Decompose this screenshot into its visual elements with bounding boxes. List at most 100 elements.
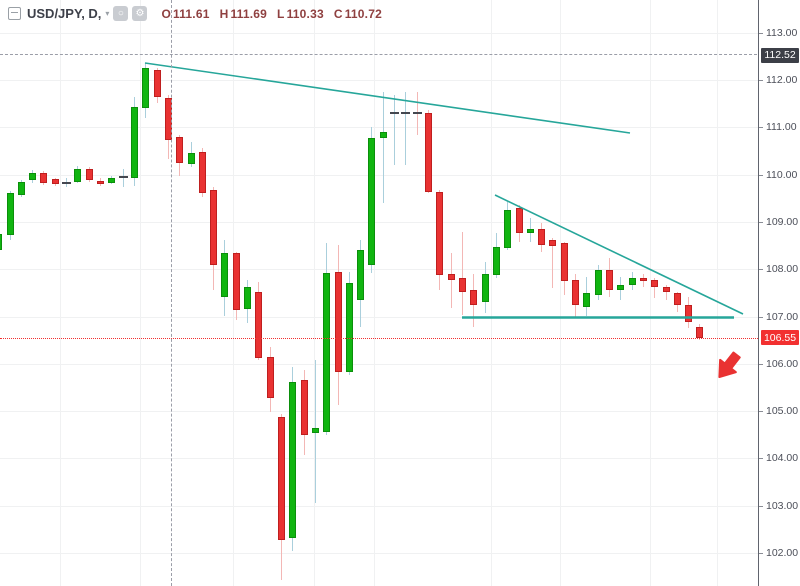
close-value: 110.72 bbox=[344, 6, 382, 21]
last-price-badge: 106.55 bbox=[761, 330, 799, 346]
bullish-candle bbox=[628, 278, 636, 285]
doji-candle bbox=[62, 181, 71, 184]
v-gridline bbox=[60, 0, 61, 586]
h-gridline bbox=[0, 316, 758, 318]
axis-tick bbox=[759, 32, 763, 34]
price-axis-label: 102.00 bbox=[766, 547, 799, 559]
price-axis-label: 108.00 bbox=[766, 263, 799, 276]
gear-icon[interactable]: ⚙ bbox=[132, 6, 148, 21]
bearish-candle bbox=[255, 291, 263, 359]
bullish-candle bbox=[492, 246, 500, 275]
bullish-candle bbox=[345, 283, 353, 372]
price-axis-label: 110.00 bbox=[766, 168, 798, 181]
bearish-candle bbox=[277, 416, 285, 540]
bearish-candle bbox=[696, 326, 704, 338]
bullish-candle bbox=[74, 168, 82, 182]
bullish-candle bbox=[244, 287, 251, 309]
chevron-down-icon[interactable]: ▾ bbox=[105, 9, 110, 18]
bearish-candle bbox=[425, 113, 432, 192]
low-value: 110.33 bbox=[286, 6, 324, 21]
circle-icon[interactable]: ○ bbox=[113, 6, 129, 21]
symbol-title[interactable]: USD/JPY, D, bbox=[27, 6, 102, 21]
bearish-candle bbox=[662, 286, 670, 292]
collapse-icon[interactable] bbox=[8, 7, 21, 20]
bearish-candle bbox=[470, 290, 478, 306]
down-arrow-annotation[interactable] bbox=[712, 349, 745, 383]
red-arrow-icon[interactable] bbox=[712, 349, 745, 383]
chart-canvas[interactable] bbox=[0, 0, 758, 586]
candle-wick bbox=[461, 231, 463, 315]
axis-tick bbox=[759, 127, 763, 129]
bearish-candle bbox=[198, 151, 206, 193]
bullish-candle bbox=[379, 131, 387, 139]
candle-wick bbox=[382, 91, 384, 204]
axis-tick bbox=[759, 316, 763, 318]
axis-tick bbox=[759, 174, 763, 176]
h-gridline bbox=[0, 127, 758, 129]
h-gridline bbox=[0, 269, 758, 271]
price-axis-label: 111.00 bbox=[766, 121, 797, 134]
axis-tick bbox=[759, 458, 763, 460]
bullish-candle bbox=[368, 138, 376, 265]
price-axis[interactable]: 113.00 112.00 111.00 110.00 109.00 108.00 107.… bbox=[758, 0, 800, 586]
bearish-candle bbox=[447, 273, 455, 281]
doji-candle bbox=[412, 112, 422, 115]
bullish-candle bbox=[481, 273, 489, 302]
axis-tick bbox=[759, 269, 763, 271]
close-label: C bbox=[333, 6, 343, 21]
candle-wick bbox=[654, 278, 656, 299]
bullish-candle bbox=[108, 178, 116, 183]
bearish-candle bbox=[232, 253, 240, 310]
axis-tick bbox=[759, 505, 763, 507]
axis-tick bbox=[759, 553, 763, 554]
candle-wick bbox=[394, 95, 395, 166]
price-axis-label: 104.00 bbox=[766, 452, 799, 465]
axis-tick bbox=[759, 80, 763, 81]
bullish-candle bbox=[594, 270, 602, 296]
bearish-candle bbox=[458, 278, 466, 292]
crosshair-horizontal-line bbox=[0, 54, 758, 55]
doji-candle bbox=[118, 175, 128, 178]
bullish-candle bbox=[357, 249, 365, 300]
candle-wick bbox=[665, 284, 667, 300]
price-axis-label: 112.00 bbox=[766, 74, 798, 86]
chart-legend: USD/JPY, D, ▾ ○ ⚙ O 111.61 H 111.69 L 110.33 C… bbox=[8, 6, 392, 21]
bearish-candle bbox=[176, 136, 184, 163]
v-gridline bbox=[650, 0, 651, 586]
bullish-candle bbox=[311, 428, 319, 434]
bearish-candle bbox=[97, 181, 104, 184]
bearish-candle bbox=[300, 379, 308, 436]
h-gridline bbox=[0, 80, 758, 81]
bullish-candle bbox=[289, 381, 297, 539]
high-value: 111.69 bbox=[230, 6, 268, 21]
price-axis-label: 107.00 bbox=[766, 310, 799, 323]
bullish-candle bbox=[17, 181, 25, 195]
candle-wick bbox=[405, 91, 407, 166]
trendline[interactable] bbox=[144, 62, 631, 134]
trendline-drawings[interactable] bbox=[144, 62, 744, 319]
v-gridline bbox=[560, 0, 561, 586]
open-label: O bbox=[161, 6, 171, 21]
bearish-candle bbox=[639, 277, 647, 282]
bearish-candle bbox=[685, 305, 693, 323]
v-gridline bbox=[314, 0, 315, 586]
h-gridline bbox=[0, 458, 758, 460]
bearish-candle bbox=[572, 280, 579, 306]
v-gridline bbox=[374, 0, 375, 586]
bearish-candle bbox=[549, 239, 557, 247]
h-gridline bbox=[0, 32, 758, 34]
bearish-candle bbox=[651, 280, 659, 287]
bearish-candle bbox=[85, 168, 93, 180]
bearish-candle bbox=[436, 191, 444, 275]
v-gridline bbox=[140, 0, 141, 586]
h-gridline bbox=[0, 174, 758, 176]
bearish-candle bbox=[266, 356, 274, 399]
trendline[interactable] bbox=[494, 194, 744, 315]
ohlc-readout: O 111.61 H 111.69 L 110.33 C 110.72 bbox=[161, 7, 392, 21]
candle-wick bbox=[450, 253, 452, 309]
v-gridline bbox=[491, 0, 492, 586]
bullish-candle bbox=[221, 253, 229, 298]
bullish-candle bbox=[323, 272, 331, 432]
bearish-candle bbox=[673, 293, 681, 306]
price-axis-label: 103.00 bbox=[766, 499, 799, 512]
